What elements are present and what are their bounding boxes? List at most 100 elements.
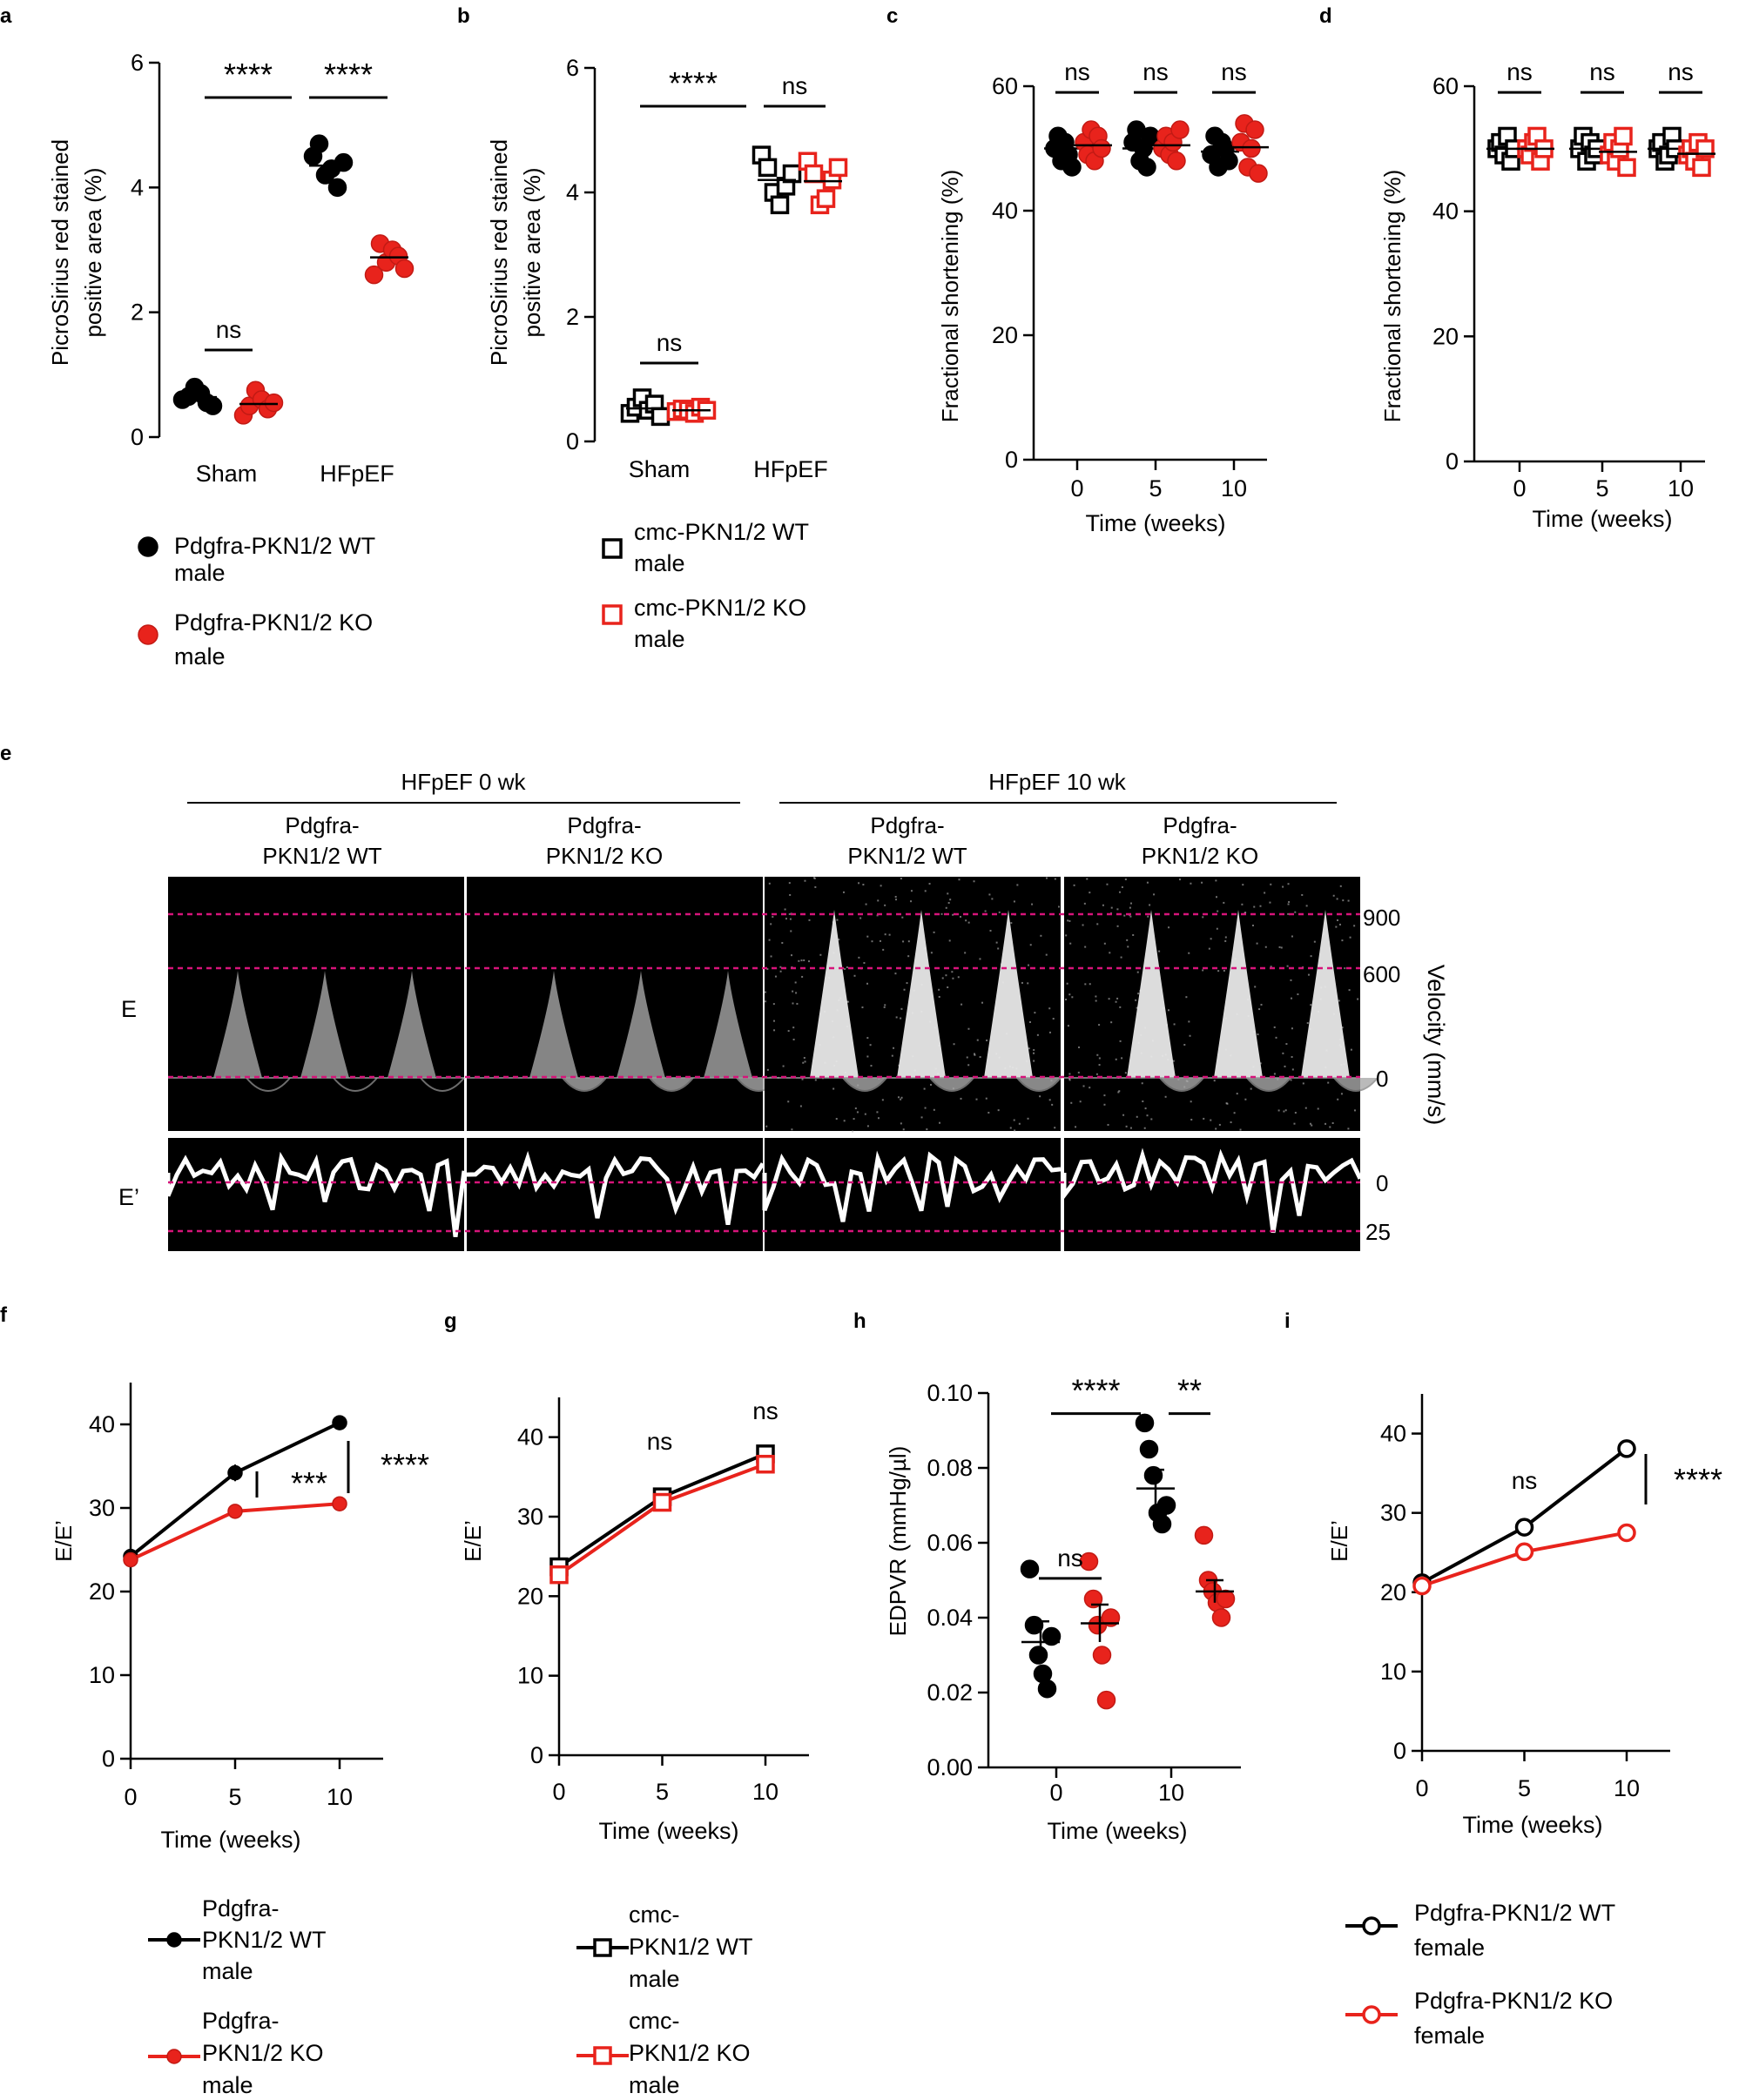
point-h-s1-g0-1	[1083, 1589, 1103, 1609]
echo-noise-3-241	[1178, 878, 1181, 881]
echo-noise-2-236	[967, 921, 970, 924]
echo-noise-2-154	[900, 1007, 903, 1010]
echo-noise-2-64	[965, 919, 967, 922]
echo-noise-3-195	[1124, 1072, 1127, 1074]
point-i-s1-0	[1412, 1576, 1432, 1596]
echo-noise-3-73	[1066, 982, 1068, 985]
echo-noise-2-228	[1058, 905, 1061, 908]
echo-noise-3-210	[1225, 1102, 1228, 1105]
echo-noise-2-203	[772, 1020, 775, 1022]
echo-noise-2-156	[870, 1065, 873, 1067]
point-a-s0-g1-5	[334, 152, 354, 172]
e-wave-3-0	[1127, 910, 1176, 1078]
ep-tick-25: 25	[1365, 1219, 1391, 1245]
echo-noise-2-10	[766, 968, 769, 971]
echo-noise-2-202	[792, 1002, 794, 1005]
echo-noise-3-42	[1116, 908, 1119, 911]
ylabel-c: Fractional shortening (%)	[937, 170, 963, 422]
panel-label-i: i	[1284, 1309, 1291, 1333]
ylabel-g: E/E’	[460, 1520, 486, 1562]
echo-noise-3-221	[1143, 1127, 1146, 1129]
echo-noise-3-148	[1095, 1000, 1097, 1002]
y-tick-label-h-4: 0.08	[927, 1455, 973, 1481]
echo-noise-3-121	[1341, 939, 1344, 942]
echo-noise-3-54	[1136, 971, 1139, 973]
echo-tile-3-1	[1064, 1138, 1360, 1251]
point-h-s1-g1-5	[1216, 1589, 1236, 1609]
sig-label-d-1: ns	[1589, 58, 1615, 85]
group-label-0wk: HFpEF 0 wk	[401, 769, 526, 795]
line-g-s1	[557, 1462, 766, 1577]
legend-i-ko-line2: female	[1414, 2023, 1485, 2049]
legend-g-wt-line3: male	[629, 1966, 680, 1992]
echo-noise-2-259	[997, 947, 1000, 950]
echo-noise-3-253	[1118, 891, 1121, 893]
legend-a-wt-line1: Pdgfra-PKN1/2 WT	[174, 533, 375, 559]
point-b-s0-g1-3	[770, 195, 790, 215]
x-tick-label-f-0: 0	[124, 1784, 137, 1810]
echo-noise-3-53	[1224, 936, 1227, 939]
echo-noise-2-39	[787, 1100, 790, 1103]
ylabel-f: E/E’	[51, 1520, 77, 1562]
echo-noise-2-128	[900, 878, 902, 880]
echo-noise-3-117	[1239, 1128, 1242, 1131]
y-tick-label-h-0: 0.00	[927, 1754, 973, 1780]
echo-noise-3-233	[1190, 882, 1192, 885]
echo-noise-2-38	[844, 967, 846, 970]
point-i-s1-1	[1514, 1542, 1534, 1562]
echo-noise-2-257	[1054, 1127, 1056, 1129]
echo-noise-2-187	[765, 1125, 768, 1127]
echo-noise-3-228	[1256, 942, 1258, 945]
y-tick-label-a-3: 6	[131, 50, 144, 76]
echo-noise-2-92	[877, 1117, 880, 1120]
legend-f-ko-line3: male	[202, 2072, 253, 2098]
point-a-s0-g0-5	[203, 396, 223, 415]
echo-noise-3-150	[1201, 881, 1203, 884]
legend-i-wt-marker	[1362, 1916, 1381, 1935]
echo-noise-3-114	[1172, 1060, 1175, 1062]
point-h-s0-g0-2	[1028, 1646, 1048, 1665]
echo-noise-3-252	[1110, 1021, 1113, 1024]
echo-noise-3-106	[1349, 936, 1351, 939]
echo-noise-3-35	[1189, 1034, 1191, 1037]
echo-noise-2-62	[902, 1128, 905, 1131]
y-tick-label-d-3: 60	[1432, 73, 1459, 99]
echo-noise-2-72	[941, 977, 944, 979]
y-tick-label-b-2: 4	[566, 179, 579, 205]
echo-noise-3-38	[1185, 996, 1188, 999]
echo-noise-2-162	[888, 933, 891, 936]
point-h-s0-g1-0	[1135, 1413, 1155, 1433]
e-wave-1-2	[704, 971, 752, 1078]
sig-label-f-0: ***	[291, 1465, 327, 1501]
echo-noise-2-8	[967, 1064, 970, 1067]
sig-label-h-2: **	[1177, 1373, 1202, 1409]
echo-noise-2-250	[869, 1044, 872, 1047]
a-wave-3-1	[1246, 1077, 1291, 1092]
echo-noise-2-112	[987, 1111, 990, 1114]
echo-noise-2-118	[866, 1125, 869, 1127]
echo-noise-3-51	[1210, 938, 1212, 940]
echo-noise-3-147	[1230, 1121, 1232, 1124]
legend-a-ko-line2: male	[174, 643, 226, 670]
echo-noise-2-193	[804, 879, 806, 882]
panel-c: c Fractional shortening (%) Time (weeks)	[886, 4, 1226, 536]
echo-noise-3-79	[1250, 1087, 1252, 1090]
echo-noise-2-109	[945, 974, 947, 977]
sig-label-g-0: ns	[647, 1428, 673, 1455]
point-h-s0-g1-4	[1152, 1514, 1172, 1534]
echo-noise-3-218	[1282, 885, 1284, 888]
echo-noise-2-155	[1028, 1047, 1030, 1050]
echo-noise-3-108	[1129, 915, 1132, 918]
echo-noise-3-170	[1273, 1026, 1276, 1028]
echo-noise-2-178	[1033, 1052, 1035, 1054]
a-wave-3-2	[1333, 1077, 1378, 1092]
echo-noise-3-97	[1340, 1093, 1343, 1095]
echo-tile-1-0	[467, 877, 763, 1131]
echo-noise-2-126	[910, 900, 913, 903]
echo-noise-2-131	[893, 1047, 895, 1049]
echo-noise-3-184	[1309, 1122, 1311, 1125]
echo-noise-3-248	[1259, 905, 1262, 907]
echo-noise-3-135	[1089, 983, 1091, 986]
sig-label-b-1: ****	[669, 65, 718, 101]
echo-noise-2-144	[800, 959, 803, 962]
